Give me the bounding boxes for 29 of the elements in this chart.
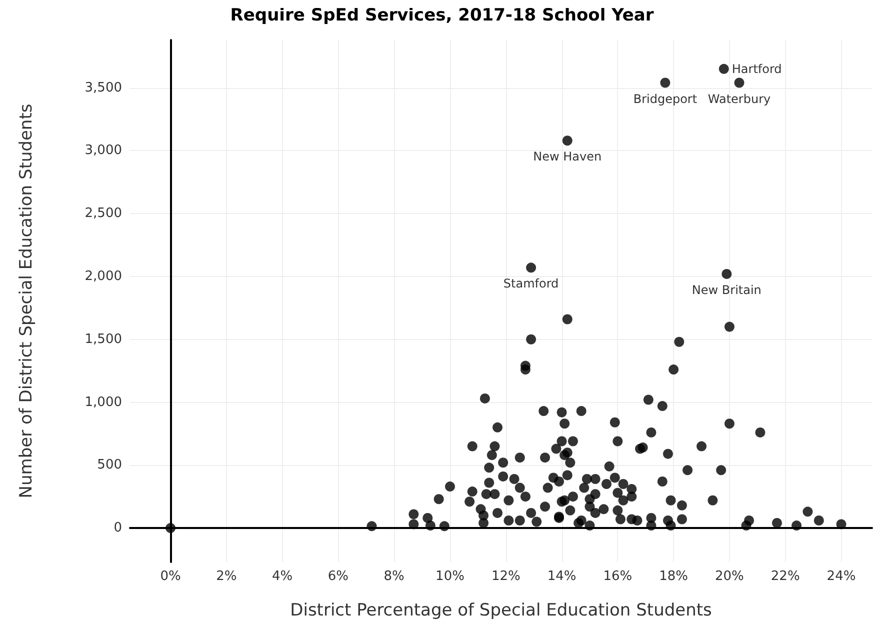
annotation: Stamford	[503, 276, 559, 291]
x-tick-label: 20%	[715, 569, 744, 584]
y-tick-label: 3,000	[84, 143, 122, 158]
annotation: Bridgeport	[633, 92, 698, 106]
x-tick-label: 22%	[770, 569, 800, 584]
y-tick-label: 0	[114, 520, 122, 536]
y-tick-label: 3,500	[84, 80, 122, 96]
x-tick-label: 2%	[216, 569, 237, 584]
x-tick-label: 6%	[328, 569, 349, 584]
annotation: New Britain	[692, 282, 762, 297]
x-tick-label: 4%	[272, 569, 293, 584]
x-tick-label: 14%	[547, 569, 576, 584]
x-tick-label: 18%	[659, 569, 688, 584]
x-tick-label: 10%	[436, 569, 464, 584]
y-tick-label: 1,500	[84, 332, 122, 347]
annotation: Hartford	[732, 62, 782, 76]
annotation: Waterbury	[708, 92, 771, 106]
y-axis-title: Number of District Special Education Students	[16, 104, 36, 498]
x-tick-label: 8%	[384, 569, 404, 584]
y-tick-label: 1,000	[84, 394, 122, 410]
x-tick-label: 24%	[826, 569, 856, 584]
y-tick-label: 2,500	[84, 206, 122, 222]
y-tick-label: 2,000	[84, 268, 122, 284]
x-tick-label: 12%	[491, 569, 520, 584]
x-axis-title: District Percentage of Special Education Students	[290, 600, 712, 620]
x-tick-label: 16%	[603, 569, 632, 584]
x-tick-label: 0%	[160, 569, 181, 584]
annotation: New Haven	[533, 150, 602, 164]
y-tick-label: 500	[97, 458, 122, 473]
